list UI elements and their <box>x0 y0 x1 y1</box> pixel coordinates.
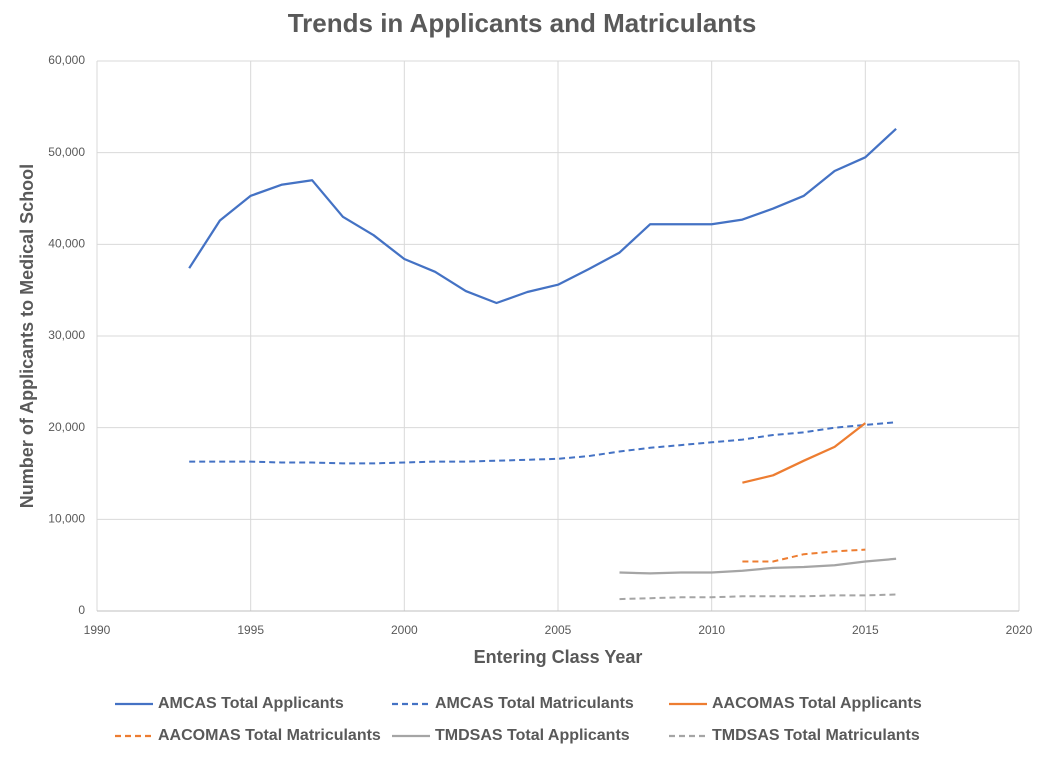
series-line <box>742 422 866 484</box>
x-tick-label: 2020 <box>1006 623 1033 637</box>
legend-label: AMCAS Total Applicants <box>158 695 344 712</box>
y-tick-label: 0 <box>78 603 85 617</box>
legend-label: AACOMAS Total Applicants <box>712 695 922 712</box>
y-tick-label: 10,000 <box>48 512 85 526</box>
x-tick-label: 2010 <box>698 623 725 637</box>
legend-label: TMDSAS Total Applicants <box>435 727 630 744</box>
y-axis-label: Number of Applicants to Medical School <box>17 164 37 508</box>
y-tick-label: 20,000 <box>48 420 85 434</box>
y-tick-label: 30,000 <box>48 328 85 342</box>
x-axis-label: Entering Class Year <box>474 647 643 667</box>
legend-label: AACOMAS Total Matriculants <box>158 727 381 744</box>
y-tick-label: 40,000 <box>48 237 85 251</box>
x-tick-label: 1995 <box>237 623 264 637</box>
y-tick-label: 60,000 <box>48 53 85 67</box>
series-line <box>189 421 897 465</box>
legend-label: AMCAS Total Matriculants <box>435 695 634 712</box>
series-line <box>619 593 897 601</box>
series-line <box>742 548 866 563</box>
legend-label: TMDSAS Total Matriculants <box>712 727 920 744</box>
y-tick-label: 50,000 <box>48 145 85 159</box>
series-line <box>188 127 897 305</box>
series-line <box>619 557 897 575</box>
x-tick-label: 2000 <box>391 623 418 637</box>
x-tick-label: 2015 <box>852 623 879 637</box>
x-tick-label: 2005 <box>545 623 572 637</box>
chart-title: Trends in Applicants and Matriculants <box>288 8 757 38</box>
x-tick-label: 1990 <box>84 623 111 637</box>
